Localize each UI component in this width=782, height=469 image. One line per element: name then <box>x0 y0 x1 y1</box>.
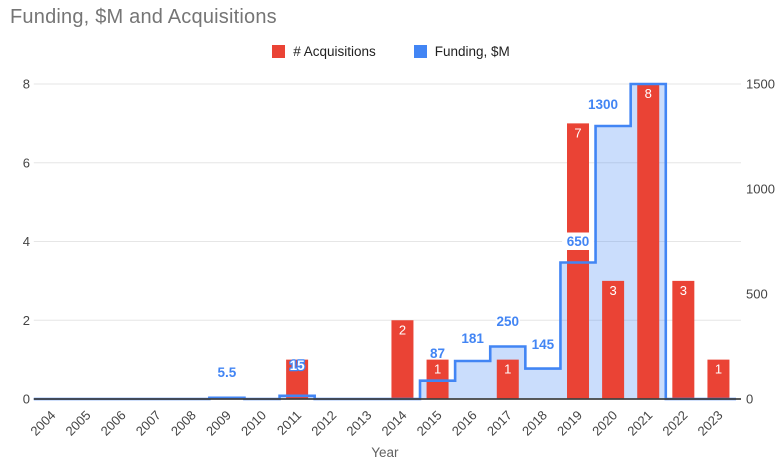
left-tick-8: 8 <box>23 77 30 92</box>
left-tick-6: 6 <box>23 155 30 170</box>
acquisition-bars <box>286 84 730 399</box>
x-tick-2009: 2009 <box>203 408 234 439</box>
bar-2015 <box>426 359 449 399</box>
right-tick-0: 0 <box>746 392 753 407</box>
bar-2023 <box>707 359 730 399</box>
bar-2022 <box>672 280 695 399</box>
x-tick-2017: 2017 <box>484 408 515 439</box>
right-tick-1000: 1000 <box>746 182 775 197</box>
x-tick-2021: 2021 <box>624 408 655 439</box>
bar-label-2014: 2 <box>399 322 406 337</box>
legend: # Acquisitions Funding, $M <box>0 44 782 59</box>
x-tick-2008: 2008 <box>168 408 199 439</box>
bar-label-2019: 7 <box>574 125 581 140</box>
x-tick-2023: 2023 <box>695 408 726 439</box>
x-tick-2014: 2014 <box>379 408 410 439</box>
annotation-2009: 5.5 <box>218 365 237 380</box>
legend-swatch-acquisitions-icon <box>272 45 286 58</box>
bar-label-2022: 3 <box>680 283 687 298</box>
bar-2021 <box>637 84 660 399</box>
x-tick-2005: 2005 <box>63 408 94 439</box>
legend-label-funding: Funding, $M <box>434 44 510 59</box>
bar-2014 <box>391 320 414 399</box>
x-tick-2018: 2018 <box>519 408 550 439</box>
bar-2020 <box>602 280 625 399</box>
funding-annotations: 5.5 15 87 181 250 145 650 1300 <box>216 95 623 382</box>
x-axis-labels: 2004 2005 2006 2007 2008 2009 2010 2011 2012 2013… <box>27 408 725 439</box>
left-tick-2: 2 <box>23 313 30 328</box>
x-tick-2019: 2019 <box>554 408 585 439</box>
bar-label-2021: 8 <box>645 86 652 101</box>
bar-label-2015: 1 <box>434 362 441 377</box>
legend-item-acquisitions[interactable]: # Acquisitions <box>272 44 376 59</box>
bar-2019 <box>567 123 590 399</box>
x-tick-2013: 2013 <box>343 408 374 439</box>
left-tick-0: 0 <box>23 392 30 407</box>
annotation-2017: 250 <box>497 314 520 329</box>
x-tick-2015: 2015 <box>414 408 445 439</box>
bar-2017 <box>496 359 519 399</box>
x-axis-title: Year <box>371 445 399 460</box>
annotation-2016: 181 <box>461 331 484 346</box>
x-tick-2007: 2007 <box>133 408 164 439</box>
left-axis-labels: 0 2 4 6 8 <box>23 77 30 407</box>
right-tick-1500: 1500 <box>746 77 775 92</box>
bar-2011 <box>286 359 309 399</box>
bar-label-2023: 1 <box>715 362 722 377</box>
x-tick-2012: 2012 <box>308 408 339 439</box>
x-tick-2006: 2006 <box>98 408 129 439</box>
x-tick-2011: 2011 <box>274 408 304 438</box>
chart-title: Funding, $M and Acquisitions <box>10 6 277 28</box>
annotation-2019: 650 <box>567 234 590 249</box>
x-tick-2016: 2016 <box>449 408 480 439</box>
legend-label-acquisitions: # Acquisitions <box>293 44 376 59</box>
annotation-2018: 145 <box>532 337 555 352</box>
legend-swatch-funding-icon <box>413 45 427 58</box>
x-tick-2010: 2010 <box>238 408 269 439</box>
annotation-2011: 15 <box>290 358 306 373</box>
bar-label-2017: 1 <box>504 362 511 377</box>
x-tick-2020: 2020 <box>589 408 620 439</box>
left-tick-4: 4 <box>23 234 30 249</box>
right-axis-labels: 0 500 1000 1500 <box>746 77 775 407</box>
x-tick-2022: 2022 <box>659 408 690 439</box>
annotation-2020: 1300 <box>588 97 618 112</box>
x-tick-2004: 2004 <box>27 408 58 439</box>
bar-label-2020: 3 <box>609 283 616 298</box>
right-tick-500: 500 <box>746 287 768 302</box>
annotation-2015: 87 <box>430 346 445 361</box>
legend-item-funding[interactable]: Funding, $M <box>413 44 510 59</box>
